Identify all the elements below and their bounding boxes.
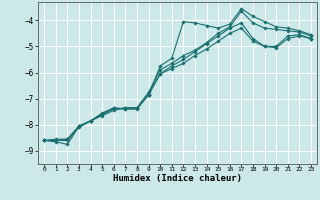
X-axis label: Humidex (Indice chaleur): Humidex (Indice chaleur) [113, 174, 242, 183]
